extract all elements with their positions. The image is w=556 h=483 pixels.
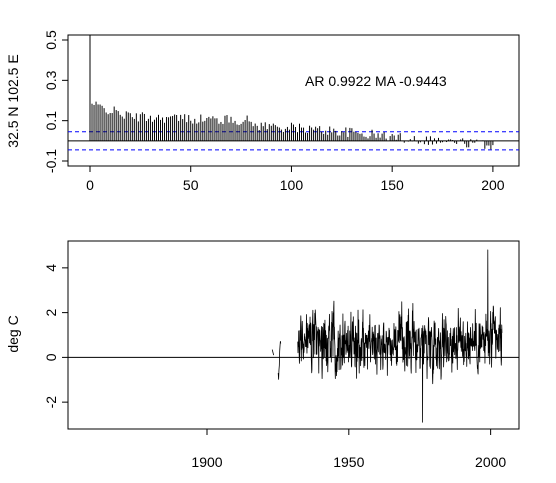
acf-y-tick-label: -0.1 — [43, 149, 59, 173]
timeseries-y-axis: -2 0 2 4 — [43, 264, 68, 409]
timeseries-y-tick-label: 2 — [43, 309, 59, 317]
timeseries-x-tick-label: 1950 — [333, 454, 364, 470]
timeseries-y-tick-label: -2 — [43, 396, 59, 409]
timeseries-segment — [271, 349, 275, 356]
acf-arma-annotation: AR 0.9922 MA -0.9443 — [305, 73, 447, 89]
acf-y-tick-label: 0.3 — [43, 70, 59, 90]
timeseries-x-axis: 1900 1950 2000 — [191, 429, 506, 470]
timeseries-segment — [277, 340, 282, 380]
acf-x-tick-label: 150 — [380, 177, 404, 193]
timeseries-panel: 1900 1950 2000 -2 0 2 4 deg C — [5, 240, 520, 470]
acf-y-tick-label: 0.5 — [43, 30, 59, 50]
timeseries-plot-frame — [67, 240, 520, 430]
acf-x-tick-label: 50 — [183, 177, 199, 193]
acf-x-tick-label: 0 — [86, 177, 94, 193]
acf-y-axis-label: 32.5 N 102.5 E — [5, 54, 21, 147]
timeseries-y-axis-label: deg C — [5, 315, 21, 352]
acf-plot-frame — [67, 34, 520, 167]
timeseries-x-tick-label: 1900 — [191, 454, 222, 470]
acf-y-axis: -0.1 0.1 0.3 0.5 — [43, 30, 68, 173]
acf-x-tick-label: 200 — [481, 177, 505, 193]
timeseries-x-tick-label: 2000 — [475, 454, 506, 470]
acf-panel: 0 50 100 150 200 -0.1 0.1 0.3 0.5 AR 0.9922 MA … — [5, 30, 520, 193]
acf-x-axis: 0 50 100 150 200 — [86, 166, 505, 193]
timeseries-y-tick-label: 4 — [43, 264, 59, 272]
timeseries-y-tick-label: 0 — [43, 353, 59, 361]
timeseries-segment — [297, 249, 503, 423]
acf-x-tick-label: 100 — [280, 177, 304, 193]
acf-lag-bars — [89, 35, 494, 150]
timeseries-line — [271, 249, 503, 423]
acf-y-tick-label: 0.1 — [43, 111, 59, 131]
